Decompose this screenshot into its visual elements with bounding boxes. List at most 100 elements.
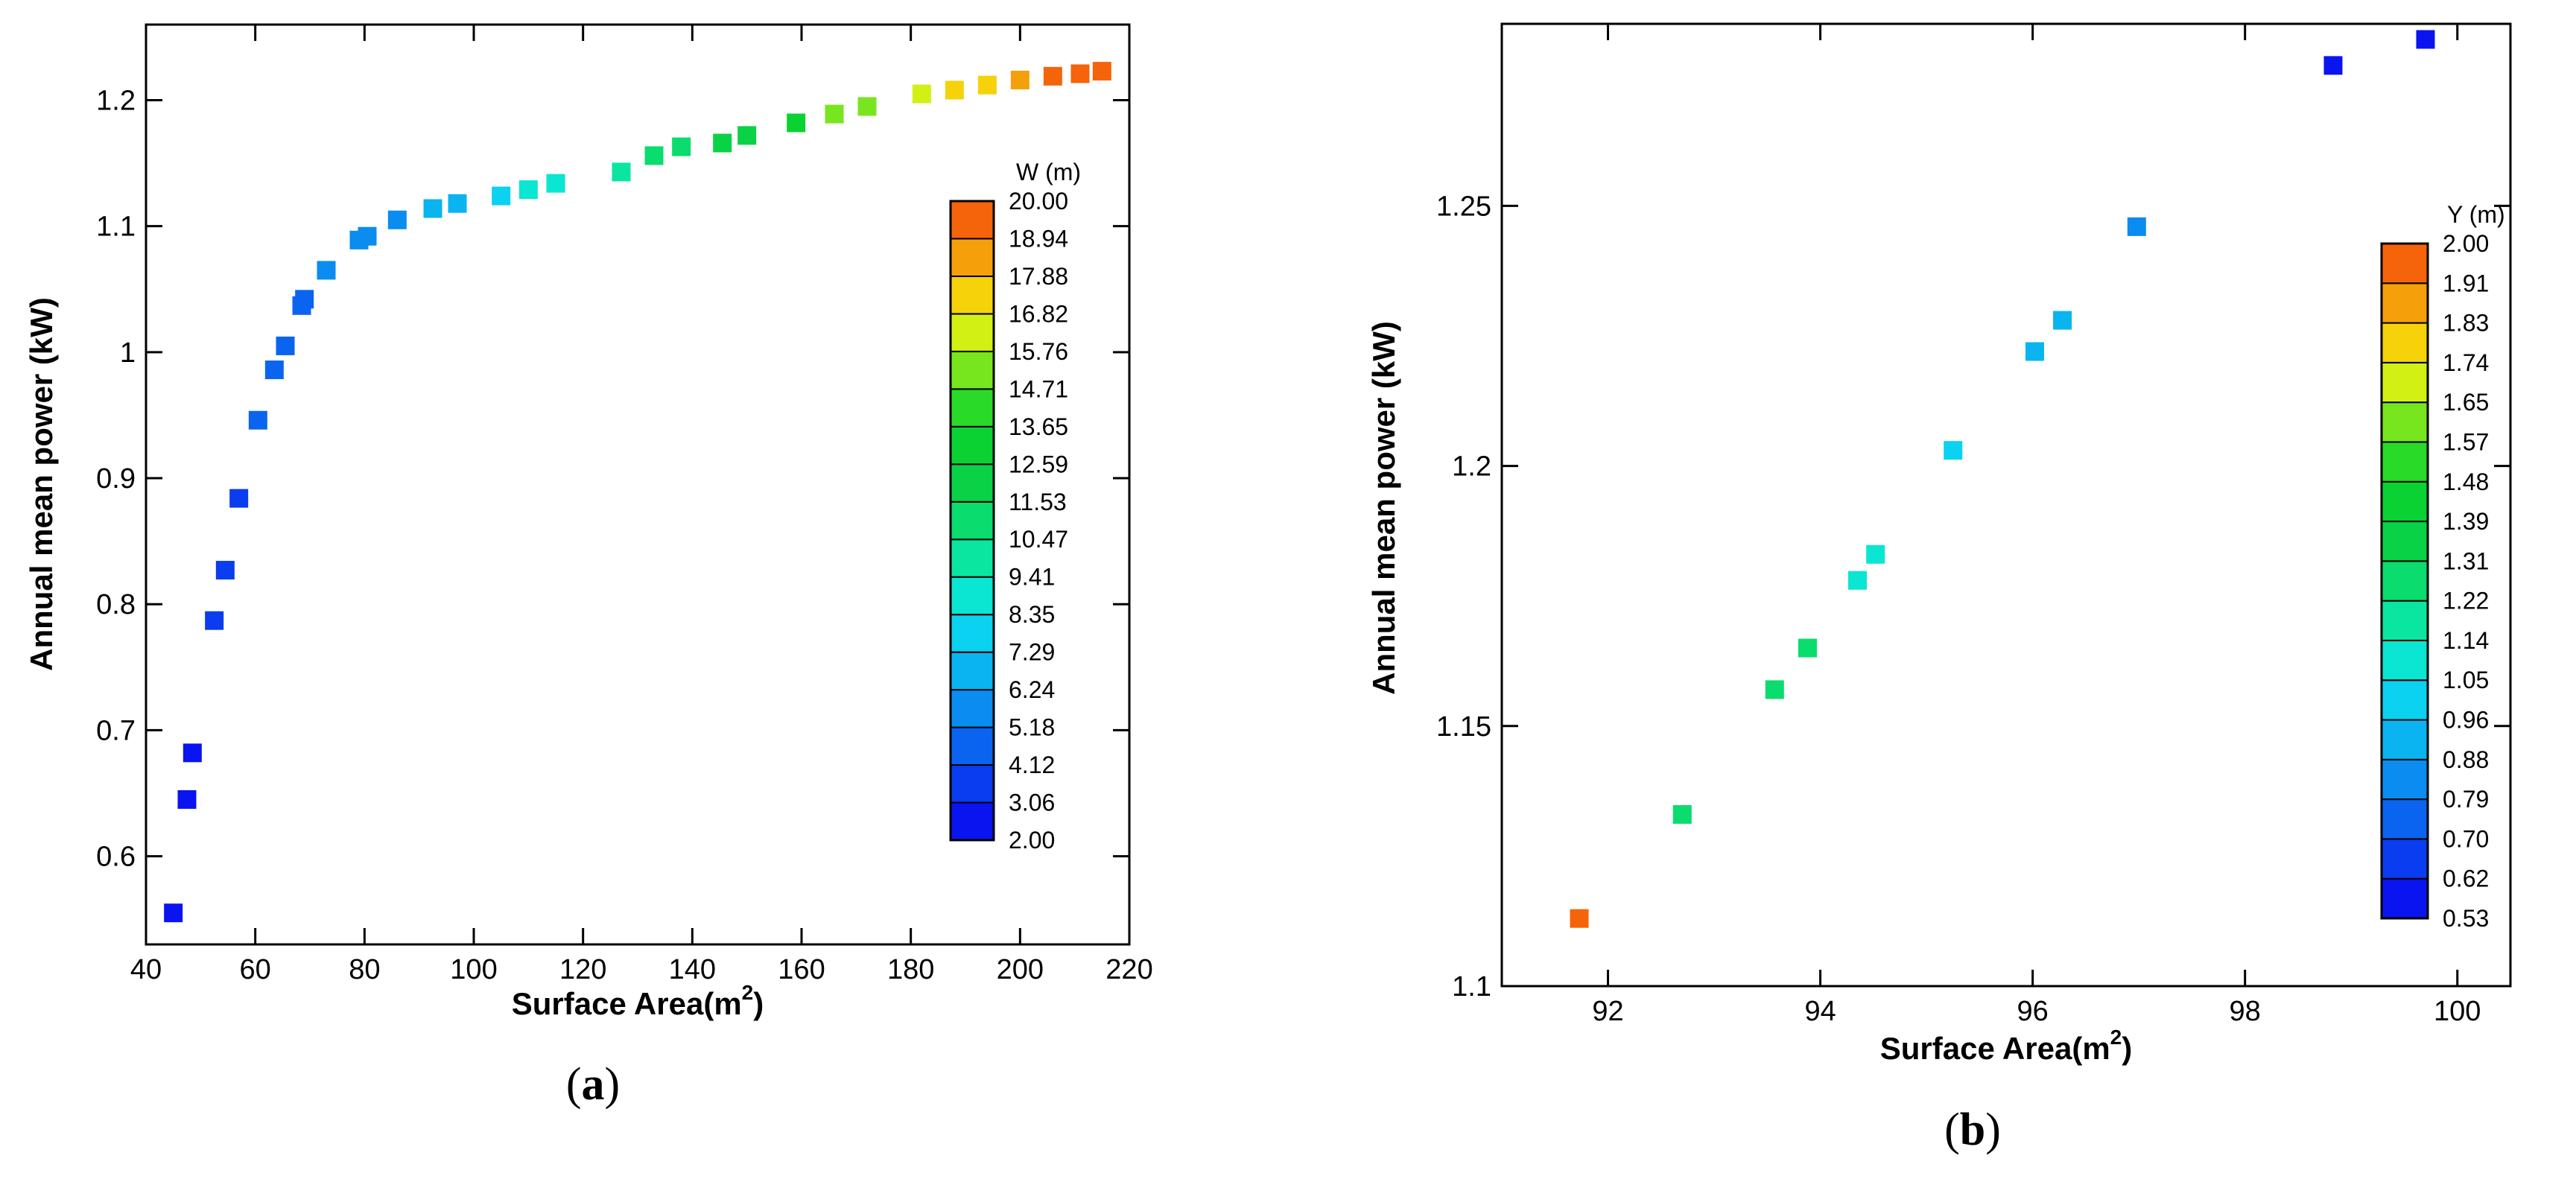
data-point — [358, 226, 377, 246]
y-tick-label: 1.1 — [1452, 971, 1491, 1003]
data-point — [1866, 544, 1885, 564]
x-tick-label: 100 — [2434, 996, 2481, 1027]
data-point — [787, 113, 806, 133]
data-point — [713, 133, 732, 153]
colorbar-swatch — [2381, 401, 2429, 443]
x-tick-label: 220 — [1105, 954, 1152, 985]
data-point — [183, 743, 202, 763]
y-axis-title: Annual mean power (kW) — [24, 297, 59, 671]
data-point — [1944, 441, 1963, 460]
colorbar-label: 1.31 — [2443, 547, 2489, 574]
data-point — [264, 360, 284, 380]
data-point — [2025, 342, 2044, 361]
data-point — [546, 174, 565, 193]
y-tick-label: 0.8 — [96, 589, 136, 620]
colorbar-swatch — [2381, 480, 2429, 523]
x-tick-label: 120 — [559, 954, 606, 985]
data-point — [177, 789, 197, 809]
data-point — [2416, 30, 2435, 49]
colorbar-swatch — [950, 689, 994, 728]
panel-label: (b) — [1944, 1105, 2001, 1155]
data-point — [1672, 805, 1692, 824]
x-axis-title: Surface Area(m2) — [1880, 1026, 2133, 1066]
colorbar-swatch — [950, 614, 994, 653]
y-tick-label: 1.1 — [96, 212, 136, 243]
y-tick-label: 1.25 — [1436, 191, 1491, 222]
data-point — [1847, 571, 1867, 590]
colorbar-label: 20.00 — [1009, 188, 1068, 215]
data-point — [1092, 62, 1111, 81]
colorbar-swatch — [950, 388, 994, 428]
data-point — [423, 199, 442, 218]
colorbar-label: 10.47 — [1009, 526, 1068, 553]
data-point — [518, 180, 538, 200]
x-axis-title: Surface Area(m2) — [512, 981, 764, 1021]
x-tick-label: 94 — [1804, 996, 1836, 1027]
y-tick-label: 1.2 — [1452, 451, 1491, 483]
data-point — [317, 261, 336, 280]
y-ticks: 0.6 0.7 0.8 0.9 1 1.1 1.2 — [96, 86, 1129, 873]
data-point — [295, 290, 314, 309]
colorbar-swatch — [2381, 758, 2429, 801]
data-point — [2053, 311, 2072, 330]
x-tick-label: 100 — [450, 954, 497, 985]
y-tick-label: 0.7 — [96, 715, 136, 746]
y-tick-label: 0.6 — [96, 842, 136, 873]
colorbar-label: 16.82 — [1009, 300, 1068, 327]
data-point — [248, 410, 267, 430]
colorbar-label: 1.65 — [2443, 389, 2489, 416]
colorbar-label: 3.06 — [1009, 789, 1055, 816]
data-point — [825, 104, 844, 124]
y-tick-label: 1.2 — [96, 86, 136, 117]
colorbar-swatch — [2381, 521, 2429, 562]
colorbar-swatch — [950, 576, 994, 616]
colorbar-title: Y (m) — [2447, 201, 2505, 228]
data-point — [1798, 638, 1817, 658]
colorbar-label: 8.35 — [1009, 601, 1055, 628]
colorbar-label: 0.53 — [2443, 905, 2489, 932]
data-point — [276, 336, 295, 355]
colorbar-swatch — [2381, 282, 2429, 324]
colorbar-label: 0.96 — [2443, 707, 2489, 734]
plot-frame — [1500, 22, 2512, 988]
colorbar-swatch — [2381, 322, 2429, 363]
colorbar-label: 1.57 — [2443, 428, 2489, 455]
data-point — [612, 162, 631, 182]
colorbar-label: 12.59 — [1009, 451, 1068, 477]
y-tick-label: 1 — [120, 337, 136, 369]
chart-panel-a: 0.6 0.7 0.8 0.9 1 1.1 1.2 40 60 80 100 120 140 160 18… — [24, 23, 1153, 1110]
data-point — [387, 210, 407, 229]
data-point — [448, 194, 467, 213]
data-point — [1043, 66, 1062, 86]
colorbar: Y (m)2.00 1.91 1.83 1.74 1.65 1.57 1.48 1.39 1.3… — [2380, 201, 2505, 932]
colorbar-swatch — [2381, 441, 2429, 483]
data-points — [1570, 30, 2435, 928]
colorbar-label: 0.62 — [2443, 865, 2489, 892]
panel-label: (a) — [566, 1059, 620, 1110]
data-point — [215, 561, 235, 580]
data-point — [672, 137, 691, 156]
data-point — [2127, 217, 2146, 236]
colorbar-swatch — [950, 538, 994, 578]
data-point — [229, 489, 249, 508]
y-tick-label: 0.9 — [96, 463, 136, 495]
colorbar-label: 1.91 — [2443, 270, 2489, 296]
x-tick-label: 60 — [240, 954, 271, 985]
data-point — [857, 97, 877, 116]
colorbar-swatch — [2381, 719, 2429, 760]
data-point — [1570, 909, 1589, 928]
colorbar-label: 17.88 — [1009, 263, 1068, 290]
colorbar-swatch — [950, 275, 994, 315]
colorbar-label: 4.12 — [1009, 752, 1055, 778]
colorbar-label: 11.53 — [1009, 489, 1067, 515]
colorbar-label: 1.48 — [2443, 468, 2489, 495]
colorbar-label: 1.39 — [2443, 508, 2489, 535]
colorbar-swatch — [2381, 560, 2429, 602]
colorbar-label: 15.76 — [1009, 338, 1068, 365]
colorbar-swatch — [950, 350, 994, 390]
colorbar-label: 14.71 — [1009, 375, 1068, 402]
colorbar-swatch — [2381, 838, 2429, 880]
data-point — [1010, 70, 1030, 89]
colorbar-label: 5.18 — [1009, 714, 1055, 741]
